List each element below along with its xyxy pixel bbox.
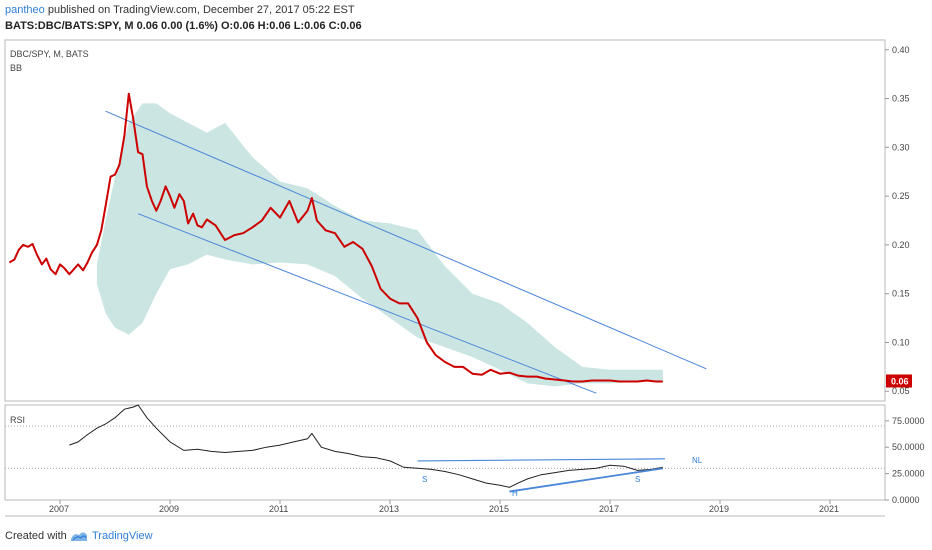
time-axis-label: 2019 [709, 504, 729, 514]
rsi-pane: RSI S H S NL 0.0000 25.0000 50.0000 75.0000 [4, 404, 925, 505]
created-with-label: Created with [5, 530, 67, 542]
rsi-axis-label: 50.0000 [892, 442, 925, 452]
rsi-annotation-h: H [512, 489, 518, 498]
rsi-pane-frame [4, 404, 886, 501]
price-axis-label: 0.10 [892, 337, 910, 347]
indicator-label: BB [10, 63, 22, 73]
price-pane-frame [4, 39, 886, 402]
rsi-axis-label: 75.0000 [892, 416, 925, 426]
channel-trendline-1 [105, 110, 707, 370]
tradingview-logo-icon [71, 532, 87, 541]
price-axis-label: 0.35 [892, 94, 910, 104]
price-axis-label: 0.05 [892, 386, 910, 396]
price-pane: DBC/SPY, M, BATS BB 0.05 0.10 0.15 0.20 0.25 0.… [4, 39, 912, 402]
ohlc-line: BATS:DBC/BATS:SPY, M 0.06 0.00 (1.6%) O:… [5, 20, 362, 32]
last-price-label: 0.06 [891, 376, 909, 386]
price-series-line [8, 92, 663, 383]
time-axis: 2007 2009 2011 2013 2015 2017 2019 2021 [5, 500, 885, 517]
rsi-rising-trendline [509, 467, 663, 493]
price-axis-label: 0.20 [892, 240, 910, 250]
published-text: published on TradingView.com, December 2… [47, 4, 355, 16]
time-axis-label: 2007 [49, 504, 69, 514]
time-axis-label: 2021 [819, 504, 839, 514]
channel-trendline-2 [137, 213, 597, 394]
price-axis-label: 0.25 [892, 191, 910, 201]
rsi-annotation-nl: NL [692, 456, 703, 465]
price-axis-label: 0.30 [892, 142, 910, 152]
price-axis-label: 0.15 [892, 289, 910, 299]
rsi-axis-label: 25.0000 [892, 469, 925, 479]
time-axis-label: 2013 [379, 504, 399, 514]
rsi-annotation-s: S [422, 475, 427, 484]
bollinger-band-area [96, 103, 663, 387]
time-axis-label: 2009 [159, 504, 179, 514]
footer: Created with TradingView [0, 526, 932, 550]
rsi-title: RSI [10, 415, 25, 425]
rsi-axis-label: 0.0000 [892, 495, 920, 505]
publisher-name[interactable]: pantheo [5, 4, 45, 16]
last-price-tag [886, 374, 912, 388]
time-axis-label: 2017 [599, 504, 619, 514]
price-chart-title: DBC/SPY, M, BATS [10, 49, 89, 59]
time-axis-label: 2011 [269, 504, 288, 514]
rsi-annotation-s: S [635, 475, 640, 484]
chart-header: pantheo published on TradingView.com, De… [0, 0, 932, 36]
tradingview-brand[interactable]: TradingView [92, 530, 153, 542]
publisher-line: pantheo published on TradingView.com, De… [5, 4, 355, 16]
rsi-neckline [417, 458, 666, 462]
price-axis-label: 0.40 [892, 45, 910, 55]
time-axis-label: 2015 [489, 504, 509, 514]
rsi-series-line [69, 404, 663, 488]
